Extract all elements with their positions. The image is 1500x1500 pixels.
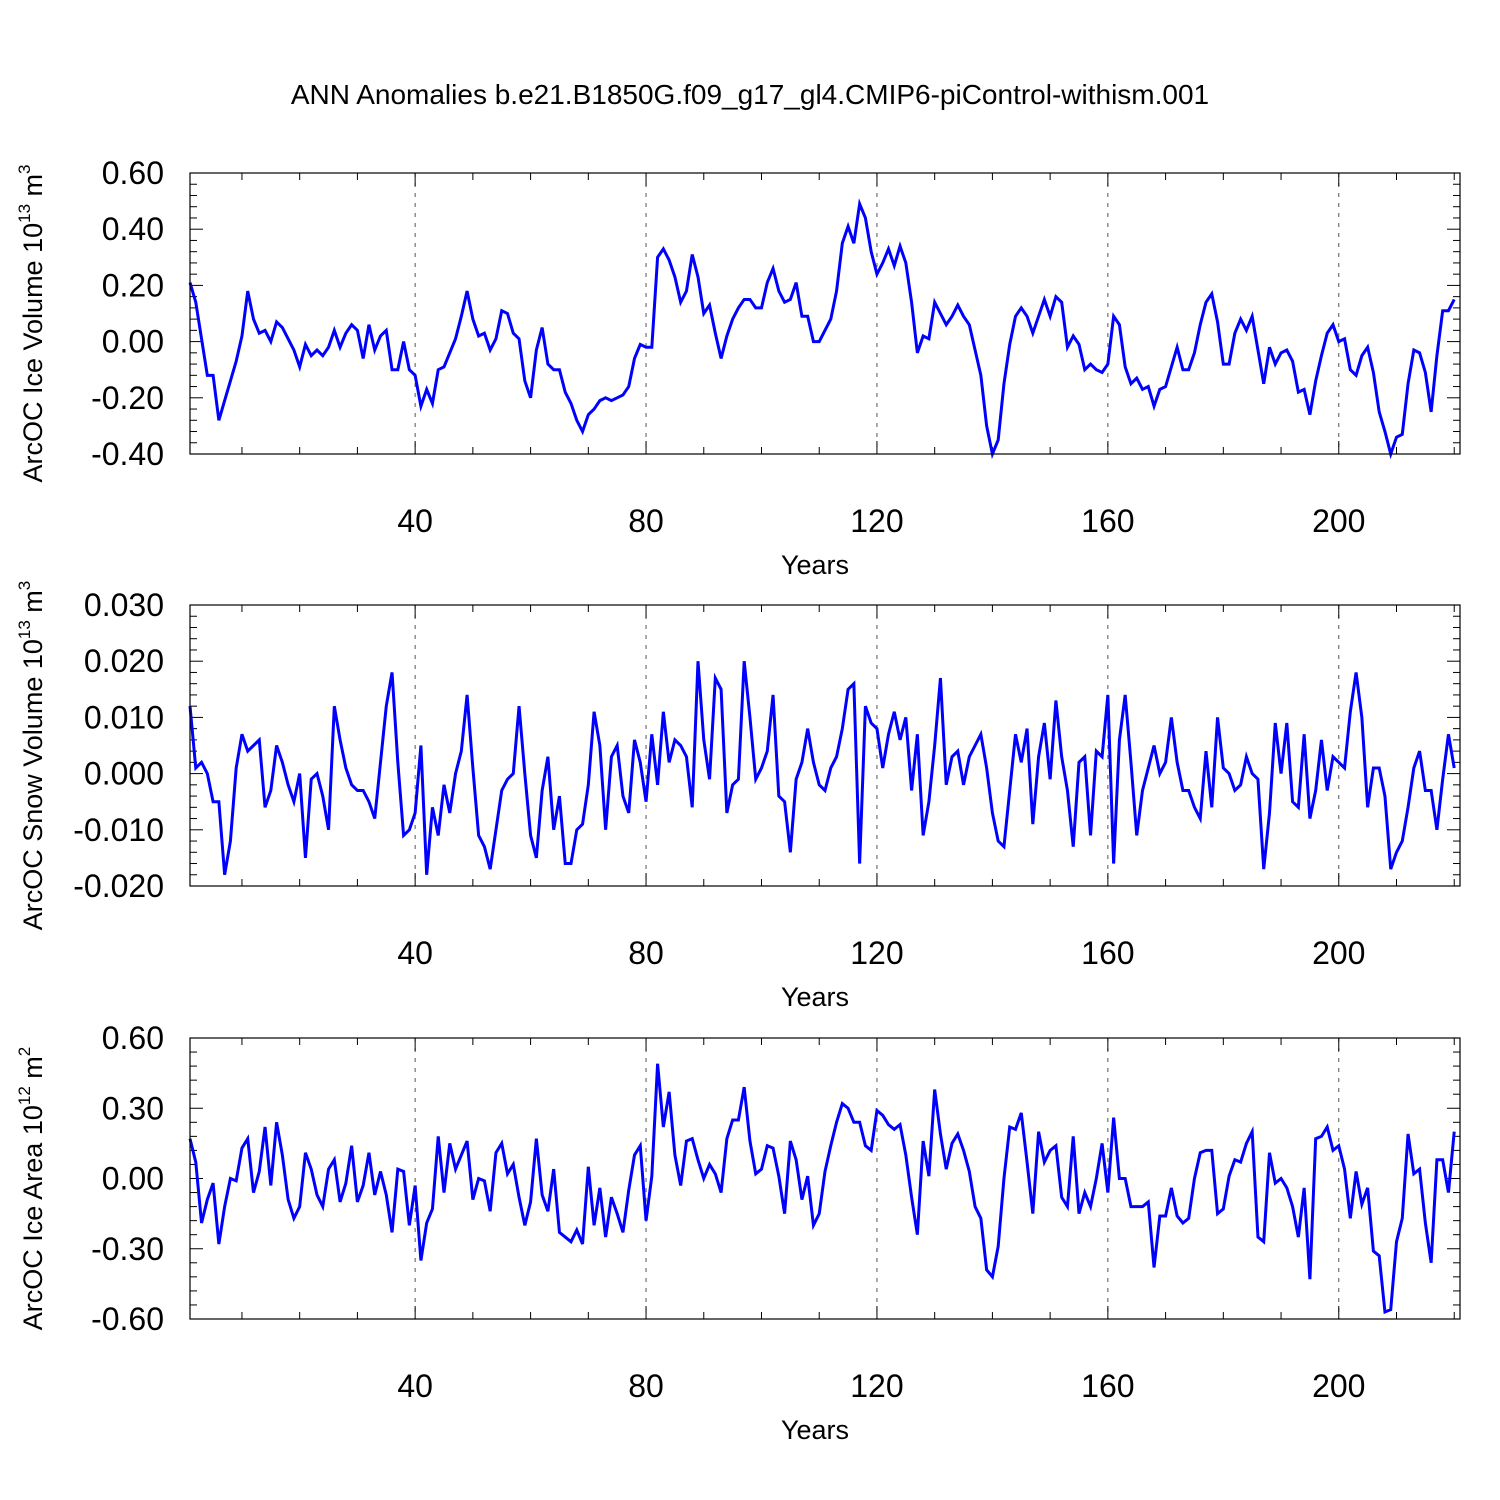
y-tick-label: -0.60 [91, 1301, 164, 1337]
y-axis-label-unit: m [18, 1056, 48, 1086]
y-tick-label: 0.000 [84, 756, 164, 792]
figure-title: ANN Anomalies b.e21.B1850G.f09_g17_gl4.C… [290, 79, 1210, 110]
x-tick-label: 40 [397, 1368, 433, 1404]
y-axis-label-text: ArcOC Ice Volume 10 [18, 223, 48, 483]
y-tick-label: 0.010 [84, 699, 164, 735]
series-line [188, 198, 1456, 460]
x-tick-label: 120 [850, 935, 903, 971]
x-tick-label: 120 [850, 1368, 903, 1404]
x-tick-label: 200 [1312, 503, 1365, 539]
panel-2: -0.020 -0.010 0.000 0.010 0.020 0.030 40 80 120 1… [15, 581, 1461, 1012]
y-axis-label: ArcOC Snow Volume 1013 m3 [15, 581, 48, 931]
y-tick-label: 0.20 [102, 267, 164, 303]
y-axis-label-unit: m [18, 590, 48, 620]
y-axis-label: ArcOC Ice Volume 1013 m3 [15, 164, 48, 482]
y-axis-label-unit-exponent: 2 [15, 1047, 34, 1056]
panel-1: -0.40 -0.20 0.00 0.20 0.40 0.60 40 80 120 160 200 Y… [15, 155, 1461, 580]
y-tick-label: 0.60 [102, 1020, 164, 1056]
y-tick-label: -0.020 [73, 868, 164, 904]
y-tick-label: 0.030 [84, 587, 164, 623]
y-tick-label: 0.40 [102, 211, 164, 247]
y-axis-label-exponent: 13 [15, 620, 34, 639]
x-tick-label: 160 [1081, 503, 1134, 539]
x-tick-label: 40 [397, 503, 433, 539]
x-tick-label: 160 [1081, 935, 1134, 971]
x-tick-label: 200 [1312, 935, 1365, 971]
y-tick-label: 0.00 [102, 1161, 164, 1197]
x-axis-label: Years [781, 982, 849, 1012]
y-axis-label-unit-exponent: 3 [15, 164, 34, 173]
plot-frame [189, 1037, 1461, 1320]
y-axis-label: ArcOC Ice Area 1012 m2 [15, 1047, 48, 1331]
y-tick-label: -0.20 [91, 380, 164, 416]
series-line [188, 661, 1456, 876]
y-axis-label-text: ArcOC Snow Volume 10 [18, 639, 48, 930]
y-axis-label-text: ArcOC Ice Area 10 [18, 1105, 48, 1330]
y-axis-label-unit-exponent: 3 [15, 581, 34, 590]
x-tick-label: 80 [628, 1368, 664, 1404]
x-tick-label: 80 [628, 935, 664, 971]
x-tick-label: 80 [628, 503, 664, 539]
x-tick-label: 200 [1312, 1368, 1365, 1404]
y-axis-label-exponent: 12 [15, 1086, 34, 1105]
y-tick-label: -0.010 [73, 812, 164, 848]
y-tick-label: 0.60 [102, 155, 164, 191]
y-axis-label-exponent: 13 [15, 204, 34, 223]
x-axis-label: Years [781, 550, 849, 580]
y-tick-label: 0.00 [102, 324, 164, 360]
y-tick-label: 0.020 [84, 643, 164, 679]
x-tick-label: 160 [1081, 1368, 1134, 1404]
x-tick-label: 120 [850, 503, 903, 539]
plot-frame [189, 172, 1461, 455]
panel-3: -0.60 -0.30 0.00 0.30 0.60 40 80 120 160 200 Years… [15, 1020, 1461, 1445]
y-tick-label: -0.40 [91, 436, 164, 472]
x-tick-label: 40 [397, 935, 433, 971]
y-axis-label-unit: m [18, 174, 48, 204]
y-tick-label: 0.30 [102, 1090, 164, 1126]
x-axis-label: Years [781, 1415, 849, 1445]
y-tick-label: -0.30 [91, 1231, 164, 1267]
series-line [188, 1063, 1456, 1315]
plot-frame [189, 604, 1461, 887]
